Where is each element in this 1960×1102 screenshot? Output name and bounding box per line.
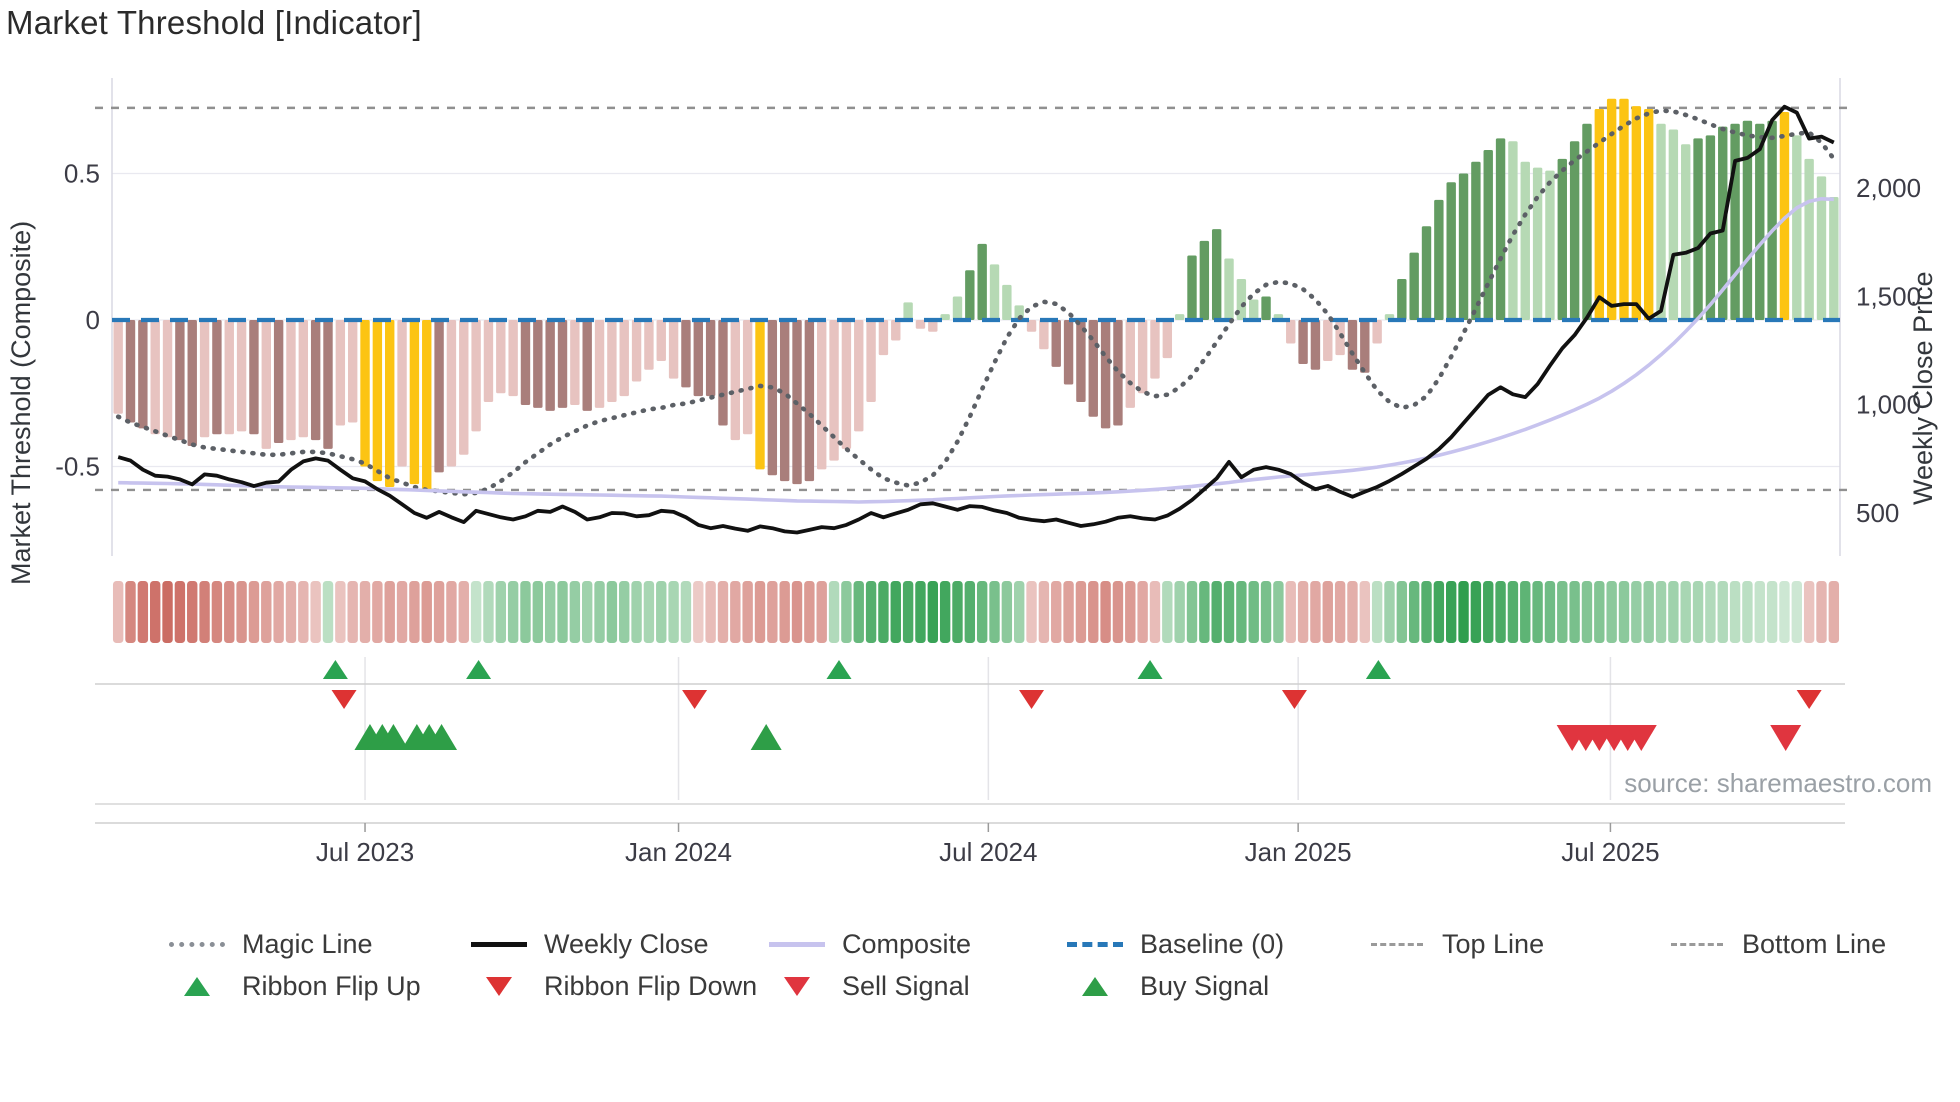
signal-rows bbox=[95, 657, 1845, 800]
legend-label: Top Line bbox=[1442, 928, 1545, 959]
svg-text:0: 0 bbox=[86, 305, 100, 335]
indicator-chart-canvas: 0.5 0 -0.5 2,000 1,500 1,000 500 Jul 2023 Jan 20… bbox=[55, 78, 1921, 867]
x-axis: Jul 2023 Jan 2024 Jul 2024 Jan 2025 Jul 2025 bbox=[95, 803, 1845, 867]
buy-signal-triangle-icon bbox=[1064, 976, 1126, 996]
svg-text:1,500: 1,500 bbox=[1856, 281, 1921, 311]
svg-text:2,000: 2,000 bbox=[1856, 173, 1921, 203]
legend-item-ribbon-flip-down: Ribbon Flip Down bbox=[468, 968, 757, 1004]
legend-label: Ribbon Flip Down bbox=[544, 970, 758, 1001]
sell-signal-triangle-icon bbox=[766, 976, 828, 996]
page-title: Market Threshold [Indicator] bbox=[6, 4, 422, 41]
legend-item-sell-signal: Sell Signal bbox=[766, 968, 970, 1004]
legend-item-ribbon-flip-up: Ribbon Flip Up bbox=[166, 968, 421, 1004]
right-axis-title: Weekly Close Price bbox=[1908, 271, 1938, 505]
legend-label: Bottom Line bbox=[1742, 928, 1887, 959]
weekly-close-line bbox=[117, 104, 1835, 535]
svg-text:Jul 2023: Jul 2023 bbox=[316, 837, 414, 867]
ribbon-strip bbox=[112, 581, 1840, 643]
legend-label: Sell Signal bbox=[842, 970, 970, 1001]
legend-label: Ribbon Flip Up bbox=[242, 970, 421, 1001]
bottom-line-swatch-icon bbox=[1666, 942, 1728, 946]
legend-item-bottom-line: Bottom Line bbox=[1666, 926, 1886, 962]
legend-label: Magic Line bbox=[242, 928, 373, 959]
legend-label: Baseline (0) bbox=[1140, 928, 1285, 959]
source-attribution: source: sharemaestro.com bbox=[1624, 768, 1932, 798]
svg-text:Jul 2024: Jul 2024 bbox=[939, 837, 1037, 867]
svg-text:Jul 2025: Jul 2025 bbox=[1561, 837, 1659, 867]
magic-line-swatch-icon bbox=[166, 941, 228, 947]
baseline-swatch-icon bbox=[1064, 941, 1126, 947]
svg-text:-0.5: -0.5 bbox=[55, 452, 100, 482]
left-axis-title: Market Threshold (Composite) bbox=[6, 220, 36, 585]
composite-swatch-icon bbox=[766, 941, 828, 947]
legend-item-composite: Composite bbox=[766, 926, 971, 962]
legend-label: Buy Signal bbox=[1140, 970, 1270, 1001]
legend-label: Composite bbox=[842, 928, 972, 959]
magic-line bbox=[115, 108, 1837, 497]
svg-text:1,000: 1,000 bbox=[1856, 390, 1921, 420]
ribbon-flip-up-triangle-icon bbox=[166, 976, 228, 996]
legend-label: Weekly Close bbox=[544, 928, 709, 959]
weekly-close-swatch-icon bbox=[468, 941, 530, 947]
svg-text:0.5: 0.5 bbox=[64, 159, 100, 189]
legend-item-buy-signal: Buy Signal bbox=[1064, 968, 1269, 1004]
svg-text:Jan 2025: Jan 2025 bbox=[1245, 837, 1352, 867]
legend-item-weekly-close: Weekly Close bbox=[468, 926, 709, 962]
legend-item-magic-line: Magic Line bbox=[166, 926, 373, 962]
composite-line bbox=[118, 197, 1834, 504]
svg-text:Jan 2024: Jan 2024 bbox=[625, 837, 732, 867]
axis-tick-labels: 0.5 0 -0.5 2,000 1,500 1,000 500 bbox=[55, 159, 1921, 529]
svg-text:500: 500 bbox=[1856, 498, 1899, 528]
legend-item-baseline: Baseline (0) bbox=[1064, 926, 1284, 962]
ribbon-flip-down-triangle-icon bbox=[468, 976, 530, 996]
top-line-swatch-icon bbox=[1366, 942, 1428, 946]
legend-item-top-line: Top Line bbox=[1366, 926, 1544, 962]
